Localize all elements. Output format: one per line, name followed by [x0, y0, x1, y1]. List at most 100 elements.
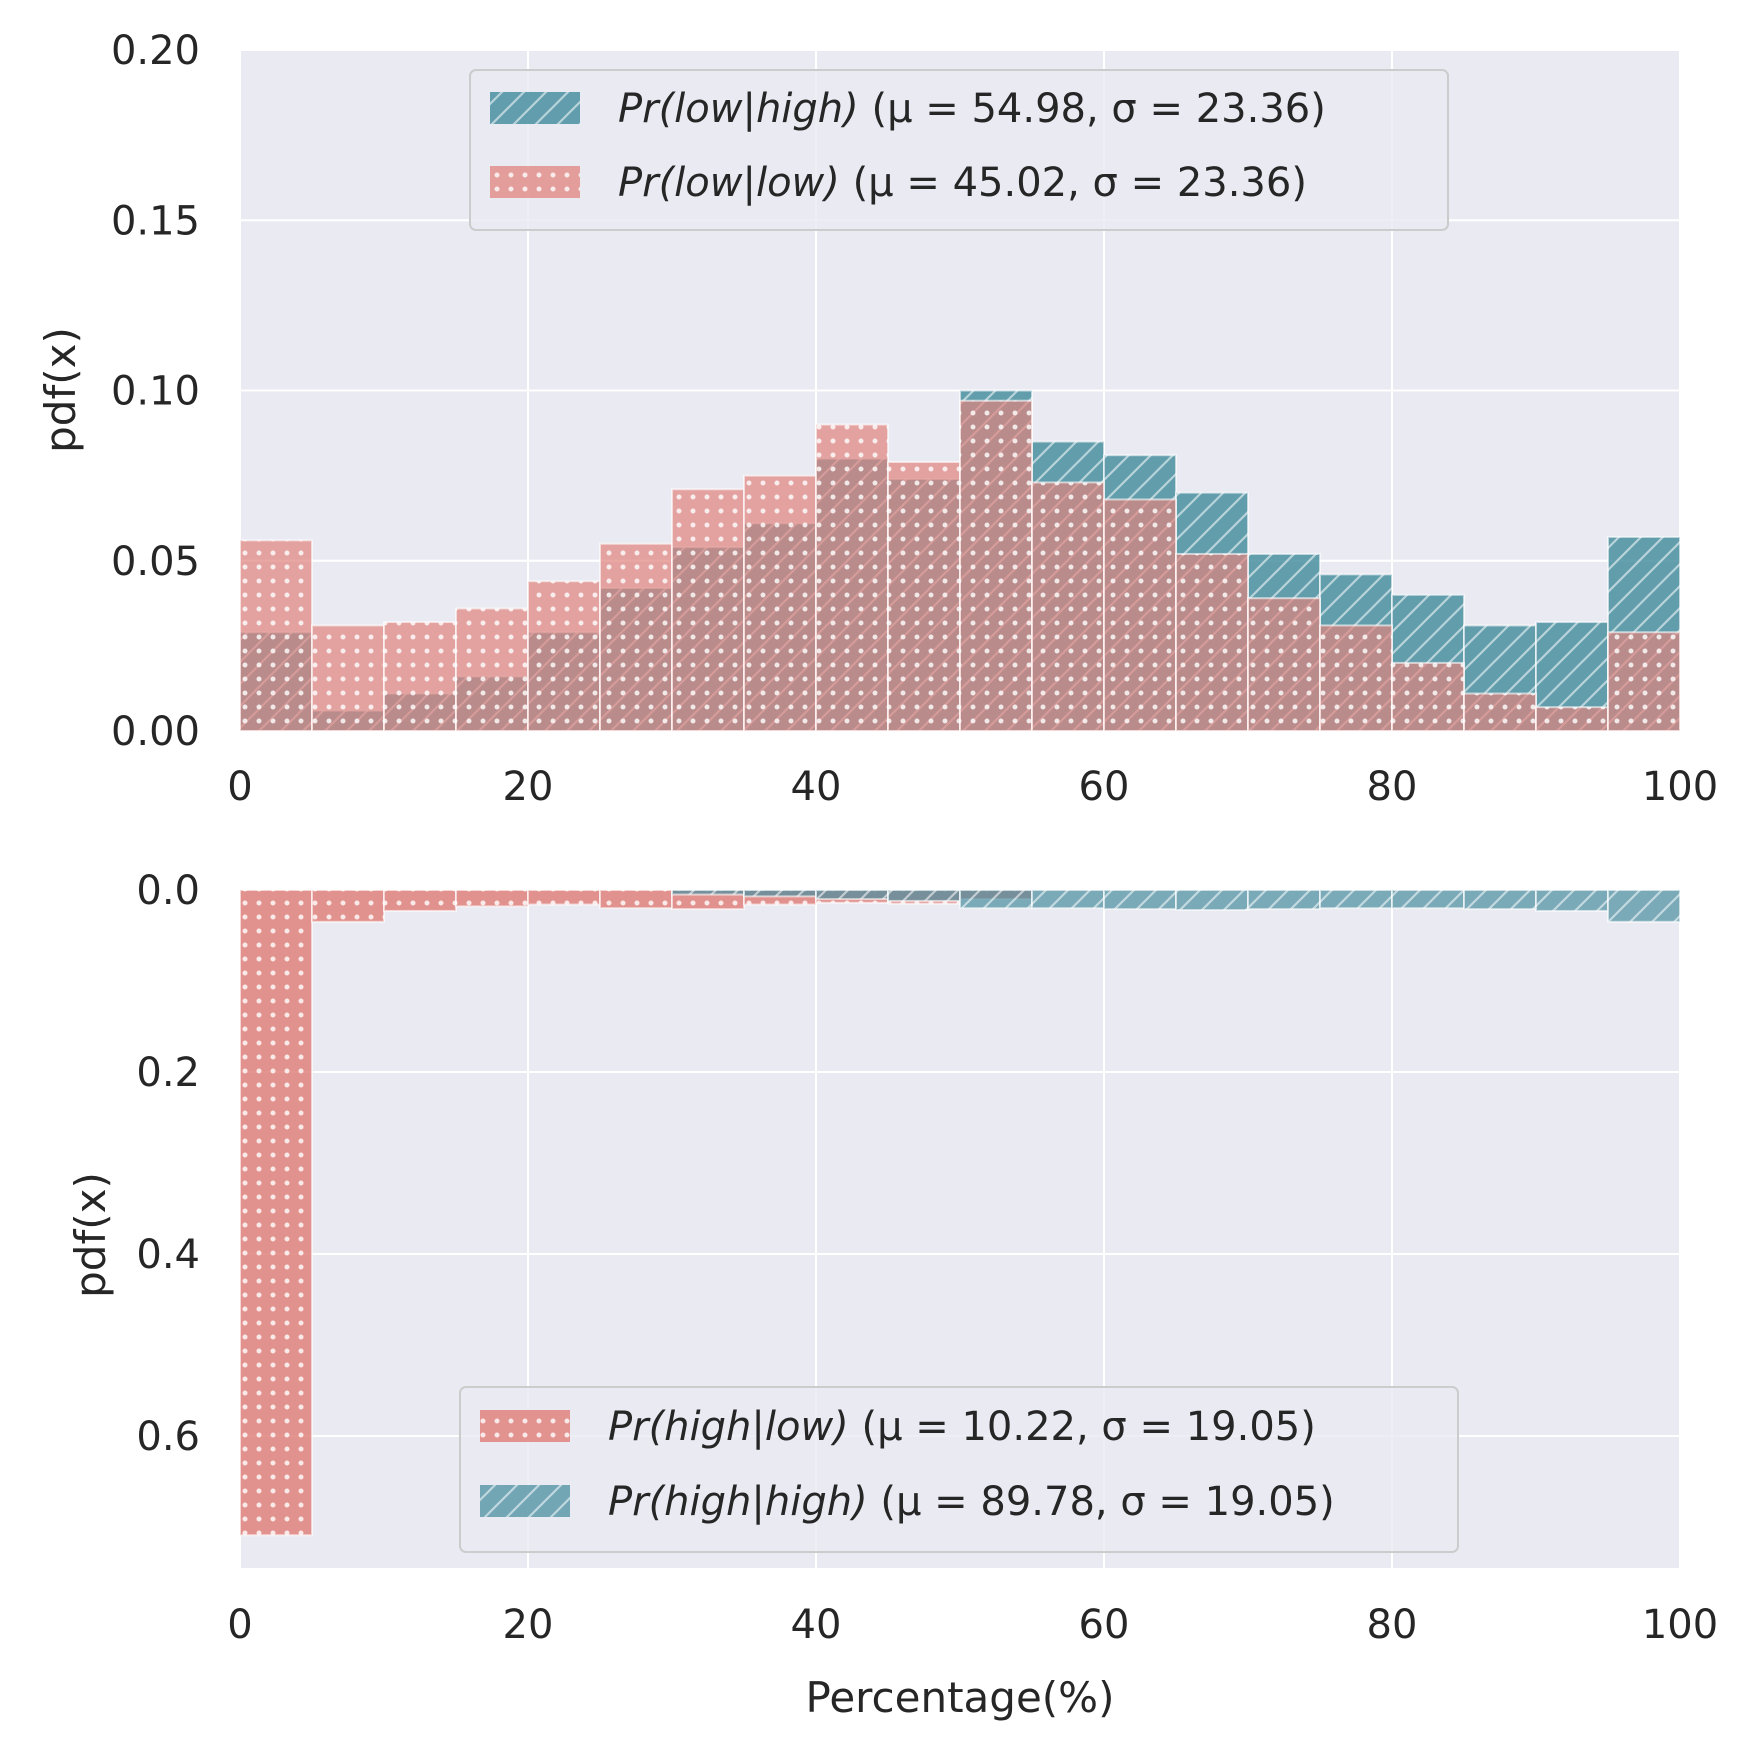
legend-series-stats: (μ = 10.22, σ = 19.05) [861, 1404, 1315, 1450]
top-legend-box [469, 69, 1449, 231]
bar-pattern [1103, 889, 1177, 911]
y-tick-label: 0.10 [111, 369, 200, 415]
bar-pattern [455, 889, 529, 908]
x-tick-label: 60 [1079, 1602, 1130, 1648]
legend-label-pr-low-low: Pr(low|low) (μ = 45.02, σ = 23.36) [618, 160, 1307, 206]
bar-pattern [959, 889, 1033, 910]
legend-series-stats: (μ = 45.02, σ = 23.36) [853, 160, 1307, 206]
top-x-tick-labels: 0 20 40 60 80 100 [227, 764, 1718, 810]
y-tick-label: 0.6 [136, 1414, 200, 1460]
bar-pattern [455, 607, 529, 732]
bar-pr-high-high [815, 889, 889, 901]
bar-pr-low-low [383, 621, 457, 732]
bar-pattern [1319, 889, 1393, 910]
bar-pattern [743, 889, 817, 898]
bar-pr-low-low [599, 542, 673, 732]
legend-series-name: Pr(high|high) [608, 1479, 868, 1525]
legend-series-name: Pr(high|low) [608, 1404, 849, 1450]
x-tick-label: 20 [503, 764, 554, 810]
bar-pr-low-low [1175, 552, 1249, 732]
bar-pattern [887, 461, 961, 732]
bar-pr-high-low [311, 889, 385, 923]
bar-pr-low-low [1319, 624, 1393, 733]
bar-pr-low-low [1535, 706, 1609, 732]
bottom-legend: Pr(high|low) (μ = 10.22, σ = 19.05) Pr(h… [459, 1386, 1459, 1553]
top-bars [239, 389, 1681, 733]
bar-pr-high-high [959, 889, 1033, 910]
bar-pr-low-low [671, 488, 745, 732]
legend-series-stats: (μ = 54.98, σ = 23.36) [871, 86, 1325, 132]
bar-pattern [599, 542, 673, 732]
x-tick-label: 80 [1367, 764, 1418, 810]
legend-label-pr-low-high: Pr(low|high) (μ = 54.98, σ = 23.36) [618, 86, 1326, 132]
top-y-tick-labels: 0.00 0.05 0.10 0.15 0.20 [111, 28, 200, 755]
bar-pattern [1535, 706, 1609, 732]
bar-pr-high-high [743, 889, 817, 898]
x-tick-label: 80 [1367, 1602, 1418, 1648]
legend-item-pr-high-low: Pr(high|low) (μ = 10.22, σ = 19.05) [480, 1404, 1316, 1450]
bar-pr-low-low [1247, 597, 1321, 733]
bar-pattern [239, 539, 313, 732]
bar-pr-high-high [1247, 889, 1321, 911]
bar-pr-low-low [1607, 631, 1681, 733]
bar-pr-high-high [671, 889, 745, 896]
top-y-axis-label: pdf(x) [36, 327, 85, 453]
bar-pr-high-high [1103, 889, 1177, 911]
y-tick-label: 0.0 [136, 868, 200, 914]
x-tick-label: 40 [791, 764, 842, 810]
top-chart: 0 20 40 60 80 100 0.00 0.05 0.10 0.15 0.20 pdf(x)… [36, 28, 1718, 810]
y-tick-label: 0.20 [111, 28, 200, 74]
bar-pr-high-low [599, 889, 673, 910]
bar-pattern [743, 474, 817, 732]
x-tick-label: 20 [503, 1602, 554, 1648]
bar-pr-low-low [959, 399, 1033, 732]
x-tick-label: 60 [1079, 764, 1130, 810]
bottom-x-axis-label: Percentage(%) [806, 1673, 1115, 1722]
x-tick-label: 0 [227, 764, 252, 810]
bar-pr-high-low [527, 889, 601, 906]
bar-pattern [1103, 498, 1177, 732]
y-tick-label: 0.2 [136, 1050, 200, 1096]
bar-pattern [311, 889, 385, 923]
bar-pattern [1319, 624, 1393, 733]
legend-swatch-hatch [490, 92, 580, 124]
bottom-x-tick-labels: 0 20 40 60 80 100 [227, 1602, 1718, 1648]
bar-pattern [1031, 889, 1105, 910]
bar-pr-low-low [1031, 481, 1105, 732]
bar-pr-low-low [311, 624, 385, 733]
bar-pattern [1535, 889, 1609, 912]
bar-pr-high-high [1031, 889, 1105, 910]
bar-pattern [527, 580, 601, 732]
bar-pr-high-high [1391, 889, 1465, 910]
bar-pattern [527, 889, 601, 906]
legend-series-name: Pr(low|high) [618, 86, 859, 132]
bar-pattern [1391, 661, 1465, 733]
bar-pr-high-high [1175, 889, 1249, 912]
bar-pattern [1391, 889, 1465, 910]
bar-pattern [1247, 597, 1321, 733]
bar-pattern [1607, 889, 1681, 923]
legend-swatch-hatch [480, 1485, 570, 1517]
bar-pattern [599, 889, 673, 910]
y-tick-label: 0.00 [111, 709, 200, 755]
bar-pr-high-high [1607, 889, 1681, 923]
bar-pr-high-high [1535, 889, 1609, 912]
bar-pr-high-high [1463, 889, 1537, 911]
bar-pr-low-low [1391, 661, 1465, 733]
bar-pr-low-low [1103, 498, 1177, 732]
bar-pr-low-low [239, 539, 313, 732]
y-tick-label: 0.05 [111, 539, 200, 585]
bottom-chart: 0 20 40 60 80 100 0.0 0.2 0.4 0.6 pdf(x) Percent… [66, 868, 1718, 1722]
bar-pr-high-low [239, 889, 313, 1537]
bar-pattern [887, 889, 961, 902]
bottom-legend-box [459, 1386, 1459, 1553]
bar-pr-low-low [887, 461, 961, 732]
legend-swatch-dots [490, 166, 580, 198]
bar-pr-high-high [1319, 889, 1393, 910]
bar-pr-low-low [815, 423, 889, 732]
bottom-bars [239, 889, 1681, 1537]
x-tick-label: 100 [1642, 1602, 1718, 1648]
legend-item-pr-low-high: Pr(low|high) (μ = 54.98, σ = 23.36) [490, 86, 1326, 132]
bottom-y-tick-labels: 0.0 0.2 0.4 0.6 [136, 868, 200, 1460]
bar-pattern [959, 399, 1033, 732]
